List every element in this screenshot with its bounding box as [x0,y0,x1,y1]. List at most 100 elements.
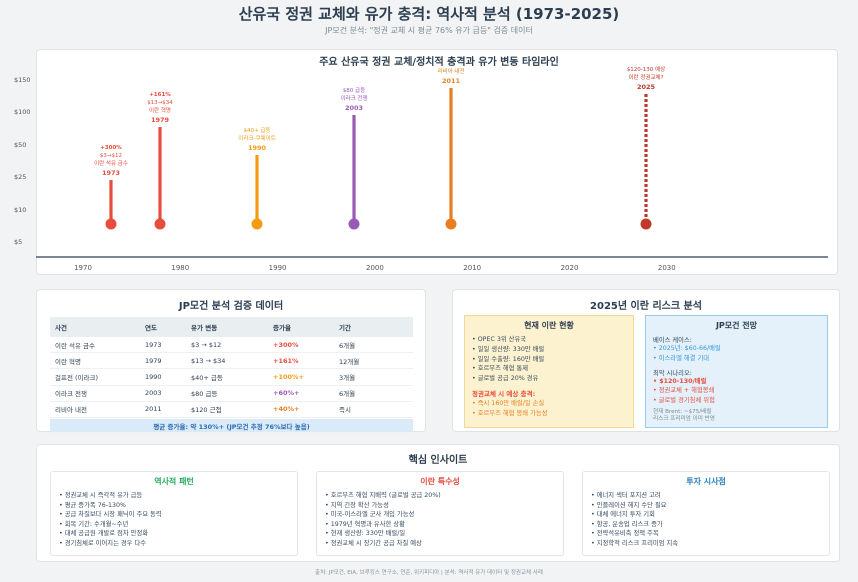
table-cell: $80 급등 [186,385,268,402]
table-cell: 1973 [140,337,186,354]
list-item: 호르무즈 해협 지배력 (글로벌 공급 20%) [325,491,555,501]
x-tick-label: 1980 [171,264,189,272]
scenario-list: 즉시 160만 배럴/일 손실호르무즈 해협 봉쇄 가능성 [472,399,626,419]
list-item: 지정학적 리스크 프리미엄 지속 [591,539,821,549]
insights-title: 핵심 인사이트 [408,455,468,466]
list-item: 경기침체로 이어지는 경우 다수 [59,539,289,549]
x-tick-label: 2020 [561,264,579,272]
y-tick-label: $50 [14,141,26,149]
list-item: 일일 생산량: 330만 배럴 [472,345,626,355]
list-item: 호르무즈 해협 통제 [472,364,626,374]
iran-status-list: OPEC 3위 산유국일일 생산량: 330만 배럴일일 수출량: 160만 배… [472,335,626,384]
insights-panel: 핵심 인사이트 역사적 패턴정권교체 시 즉각적 유가 급등평균 증가폭 76-… [36,444,840,562]
event-name-label: 이라크-쿠웨이트 [238,134,275,142]
y-tick-label: $150 [14,76,31,84]
jp-data-table: 사건 연도 유가 변동 증가율 기간 이란 석유 금수 1973 $3 → $12 +… [50,317,413,435]
insight-card-title: 이란 특수성 [420,477,460,486]
base-case-list: 2025년: $60-66/배럴이스라엘 해결 기대 [653,344,820,364]
list-item: $120-130/배럴 [653,377,820,387]
chart-title: 주요 산유국 정권 교체/정치적 충격과 유가 변동 타임라인 [319,55,559,68]
list-item: 전략석유비축 정책 주목 [591,529,821,539]
table-cell: +100%+ [268,368,334,386]
table-cell: +300% [268,337,334,354]
table-cell: +40%+ [268,401,334,418]
list-item: 정권교체 시 즉각적 유가 급등 [59,491,289,501]
event-marker [105,218,117,230]
table-cell: $13 → $34 [186,352,268,370]
list-item: 호르무즈 해협 봉쇄 가능성 [472,409,626,419]
event-year-label: 2003 [345,104,363,112]
risk-panel-title: 2025년 이란 리스크 분석 [590,301,702,312]
table-cell: 즉시 [334,401,413,418]
table-row: 걸프전 (이라크) 1990 $40+ 급등 +100%+ 3개월 [50,368,413,386]
jp-outlook-title: JP모건 전망 [715,321,758,330]
list-item: 미국-이스라엘 군사 개입 가능성 [325,510,555,520]
table-cell: 1990 [140,368,186,386]
insight-card: 투자 시사점에너지 섹터 포지션 고려인플레이션 헤지 수단 필요대체 에너지 … [582,471,830,556]
list-item: 평균 증가폭 76-130% [59,501,289,511]
jp-outlook-box: JP모건 전망 베이스 케이스: 2025년: $60-66/배럴이스라엘 해결… [645,315,828,428]
timeline-chart: 주요 산유국 정권 교체/정치적 충격과 유가 변동 타임라인 $150 $100 $… [14,55,828,272]
premium-note: 리스크 프리미엄 이미 반영 [653,415,715,422]
table-header: 유가 변동 [186,317,268,337]
table-cell: 6개월 [334,385,413,402]
event-year-label: 1990 [248,144,267,152]
insight-card-title: 역사적 패턴 [154,477,194,486]
list-item: 공급 차질보다 시장 패닉이 주요 동력 [59,510,289,520]
event-name-label: 이란 정권교체? [628,73,663,81]
event-marker [154,218,166,230]
table-cell: $40+ 급등 [186,368,268,386]
event-year-label: 1973 [102,169,120,177]
table-cell: 걸프전 (이라크) [50,368,140,386]
event-year-label: 1979 [151,116,170,124]
table-header: 기간 [334,317,413,337]
list-item: 회복 기간: 수개월~수년 [59,520,289,530]
list-item: 정권교체 + 해협봉쇄 [653,386,820,396]
table-cell: 리비아 내전 [50,401,140,418]
list-item: 정권교체 시 장기간 공급 차질 예상 [325,539,555,549]
table-row: 이라크 전쟁 2003 $80 급등 +60%+ 6개월 [50,385,413,402]
insight-list: 정권교체 시 즉각적 유가 급등평균 증가폭 76-130%공급 차질보다 시장… [59,491,289,548]
insight-card: 이란 특수성호르무즈 해협 지배력 (글로벌 공급 20%)지역 긴장 확산 가… [316,471,564,556]
table-cell: 이란 석유 금수 [50,337,140,354]
table-cell: 3개월 [334,368,413,386]
jp-panel-title: JP모건 분석 검증 데이터 [178,301,284,312]
iran-status-title: 현재 이란 현황 [524,321,574,330]
list-item: 일일 수출량: 160만 배럴 [472,355,626,365]
list-item: 에너지 섹터 포지션 고려 [591,491,821,501]
table-cell: 2011 [140,401,186,418]
table-cell: 이란 혁명 [50,352,140,370]
x-tick-label: 1970 [74,264,92,272]
list-item: 항공, 운송업 리스크 증가 [591,520,821,530]
event-range-label: $13→$34 [147,100,173,106]
table-cell: 1979 [140,352,186,370]
insight-list: 호르무즈 해협 지배력 (글로벌 공급 20%)지역 긴장 확산 가능성미국-이… [325,491,555,548]
x-tick-label: 2010 [463,264,481,272]
table-cell: 이라크 전쟁 [50,385,140,402]
event-change-label: +300% [100,145,122,151]
x-tick-label: 1990 [269,264,287,272]
table-header: 증가율 [268,317,334,337]
current-brent-note: 현재 Brent: ~$75/배럴 [653,408,712,415]
risk-panel: 2025년 이란 리스크 분석 현재 이란 현황 OPEC 3위 산유국일일 생… [452,289,840,432]
event-change-label: +161% [149,92,171,98]
x-tick-label: 2030 [658,264,676,272]
event-marker [251,218,263,230]
table-cell: 2003 [140,385,186,402]
y-tick-label: $5 [14,238,22,246]
table-header: 사건 [50,317,140,337]
event-marker [348,218,360,230]
table-cell: $3 → $12 [186,337,268,354]
table-row: 이란 석유 금수 1973 $3 → $12 +300% 6개월 [50,337,413,354]
table-cell: +60%+ [268,385,334,402]
event-name-label: 이라크 전쟁 [340,94,367,102]
event-range-label: $120-130 예상 [627,65,665,73]
worst-case-label: 최악 시나리오: [653,369,692,377]
list-item: 이스라엘 해결 기대 [653,354,820,364]
event-marker [445,218,457,230]
list-item: OPEC 3위 산유국 [472,335,626,345]
footer-source: 출처: JP모건, EIA, 브루킹스 연구소, 연준, 위키피디아 | 분석:… [315,570,543,576]
timeline-chart-panel [36,49,838,275]
table-header: 연도 [140,317,186,337]
page-title: 산유국 정권 교체와 유가 충격: 역사적 분석 (1973-2025) [238,5,620,23]
